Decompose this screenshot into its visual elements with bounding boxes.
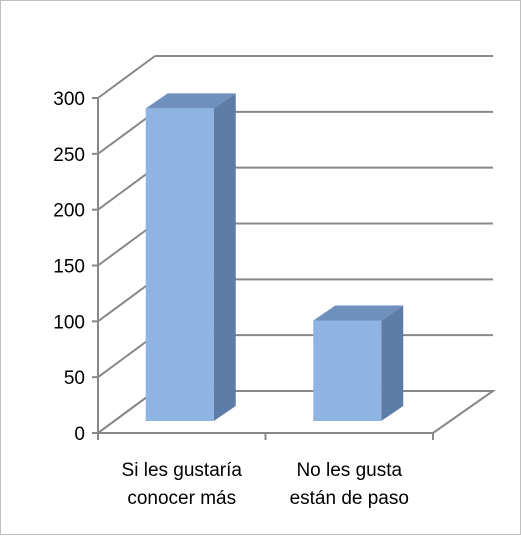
bar-side-0 <box>213 93 236 421</box>
y-tick-label-50: 50 <box>64 368 85 389</box>
side-gridline-50 <box>97 334 156 378</box>
bar-top-1 <box>313 305 404 321</box>
y-tick-label-250: 250 <box>53 145 85 166</box>
x-category-label-1-line-1: están de paso <box>290 488 409 509</box>
side-gridline-150 <box>97 222 156 267</box>
side-gridline-200 <box>97 166 156 211</box>
bar-top-0 <box>145 93 236 109</box>
side-gridline-300 <box>97 55 156 99</box>
x-category-label-0-line-1: conocer más <box>127 488 236 509</box>
y-tick-label-300: 300 <box>53 89 85 110</box>
x-category-label-1-line-0: No les gusta <box>296 460 402 481</box>
side-gridline-250 <box>97 111 156 155</box>
x-category-label-0-line-0: Si les gustaría <box>122 460 243 481</box>
bar-side-1 <box>381 305 404 421</box>
bar-0 <box>145 108 214 421</box>
y-tick-label-150: 150 <box>53 257 85 278</box>
side-gridline-100 <box>97 278 156 323</box>
bar-1 <box>313 320 382 421</box>
y-tick-label-200: 200 <box>53 201 85 222</box>
y-tick-label-0: 0 <box>74 424 85 445</box>
y-tick-label-100: 100 <box>53 312 85 333</box>
